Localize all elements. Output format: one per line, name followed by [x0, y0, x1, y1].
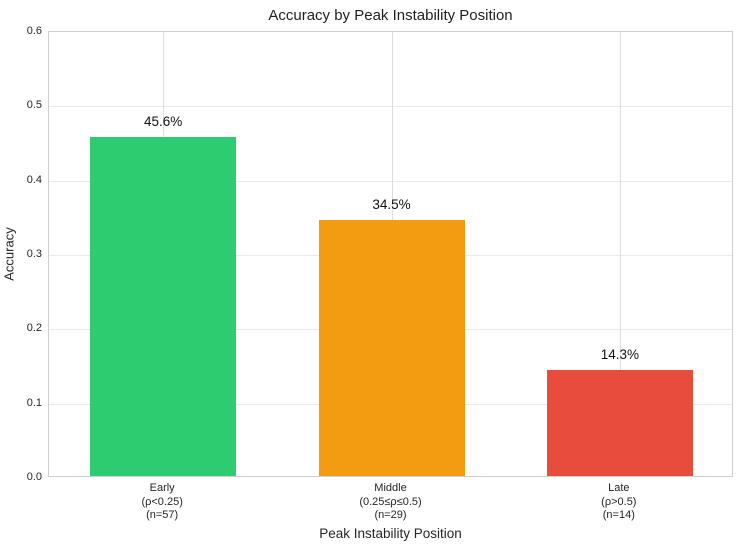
x-tick-label-line: Middle	[374, 482, 407, 494]
x-tick-label-line: Early	[149, 482, 175, 494]
x-tick-label: Early (ρ<0.25) (n=57)	[141, 482, 182, 523]
x-tick-label-line: (n=57)	[146, 509, 179, 521]
chart-title: Accuracy by Peak Instability Position	[268, 7, 513, 24]
gridline-horizontal	[49, 106, 732, 108]
y-tick-label: 0.4	[26, 173, 42, 186]
x-tick-label-line: (ρ<0.25)	[141, 495, 183, 508]
x-tick-label-line: Late	[608, 482, 630, 494]
y-tick-label: 0.6	[26, 25, 42, 37]
y-tick-label: 0.5	[26, 99, 42, 112]
x-axis-label: Peak Instability Position	[319, 526, 462, 541]
bar	[90, 137, 237, 476]
plot-area: 45.6% 34.5% 14.3%	[48, 31, 733, 477]
x-tick-label: Late (ρ>0.5) (n=14)	[601, 482, 636, 523]
x-tick-label: Middle (0.25≤ρ≤0.5) (n=29)	[359, 482, 421, 523]
bar-value-label: 45.6%	[144, 114, 183, 130]
bar-value-label: 34.5%	[372, 196, 411, 212]
x-tick-label-line: (n=29)	[374, 509, 407, 521]
gridline-horizontal	[49, 180, 732, 182]
bar-value-label: 14.3%	[600, 346, 639, 362]
gridline-vertical	[619, 32, 621, 476]
bar	[318, 219, 465, 476]
y-tick-label: 0.1	[26, 396, 42, 409]
y-tick-label: 0.2	[26, 322, 42, 335]
y-tick-label: 0.0	[26, 471, 42, 483]
x-tick-label-line: (n=14)	[602, 509, 635, 521]
y-tick-label: 0.3	[26, 248, 42, 260]
x-tick-label-line: (0.25≤ρ≤0.5)	[359, 495, 422, 508]
x-tick-label-line: (ρ>0.5)	[601, 495, 637, 508]
bar	[546, 369, 693, 476]
